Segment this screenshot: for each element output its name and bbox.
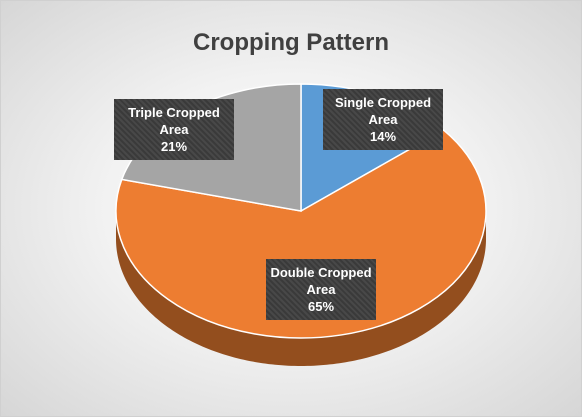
data-label: Double Cropped Area 65% bbox=[266, 259, 376, 320]
label-category: Double Cropped Area bbox=[270, 265, 372, 297]
label-category: Single Cropped Area bbox=[334, 95, 432, 127]
pie-side bbox=[116, 211, 486, 366]
data-label: Triple Cropped Area 21% bbox=[114, 99, 234, 160]
label-value: 21% bbox=[160, 139, 188, 154]
label-value: 14% bbox=[369, 129, 397, 144]
pie-slice bbox=[115, 129, 487, 339]
label-category: Triple Cropped Area bbox=[128, 105, 220, 137]
chart-title: Cropping Pattern bbox=[193, 29, 389, 56]
data-label: Single Cropped Area 14% bbox=[323, 89, 443, 150]
label-value: 65% bbox=[307, 299, 335, 314]
